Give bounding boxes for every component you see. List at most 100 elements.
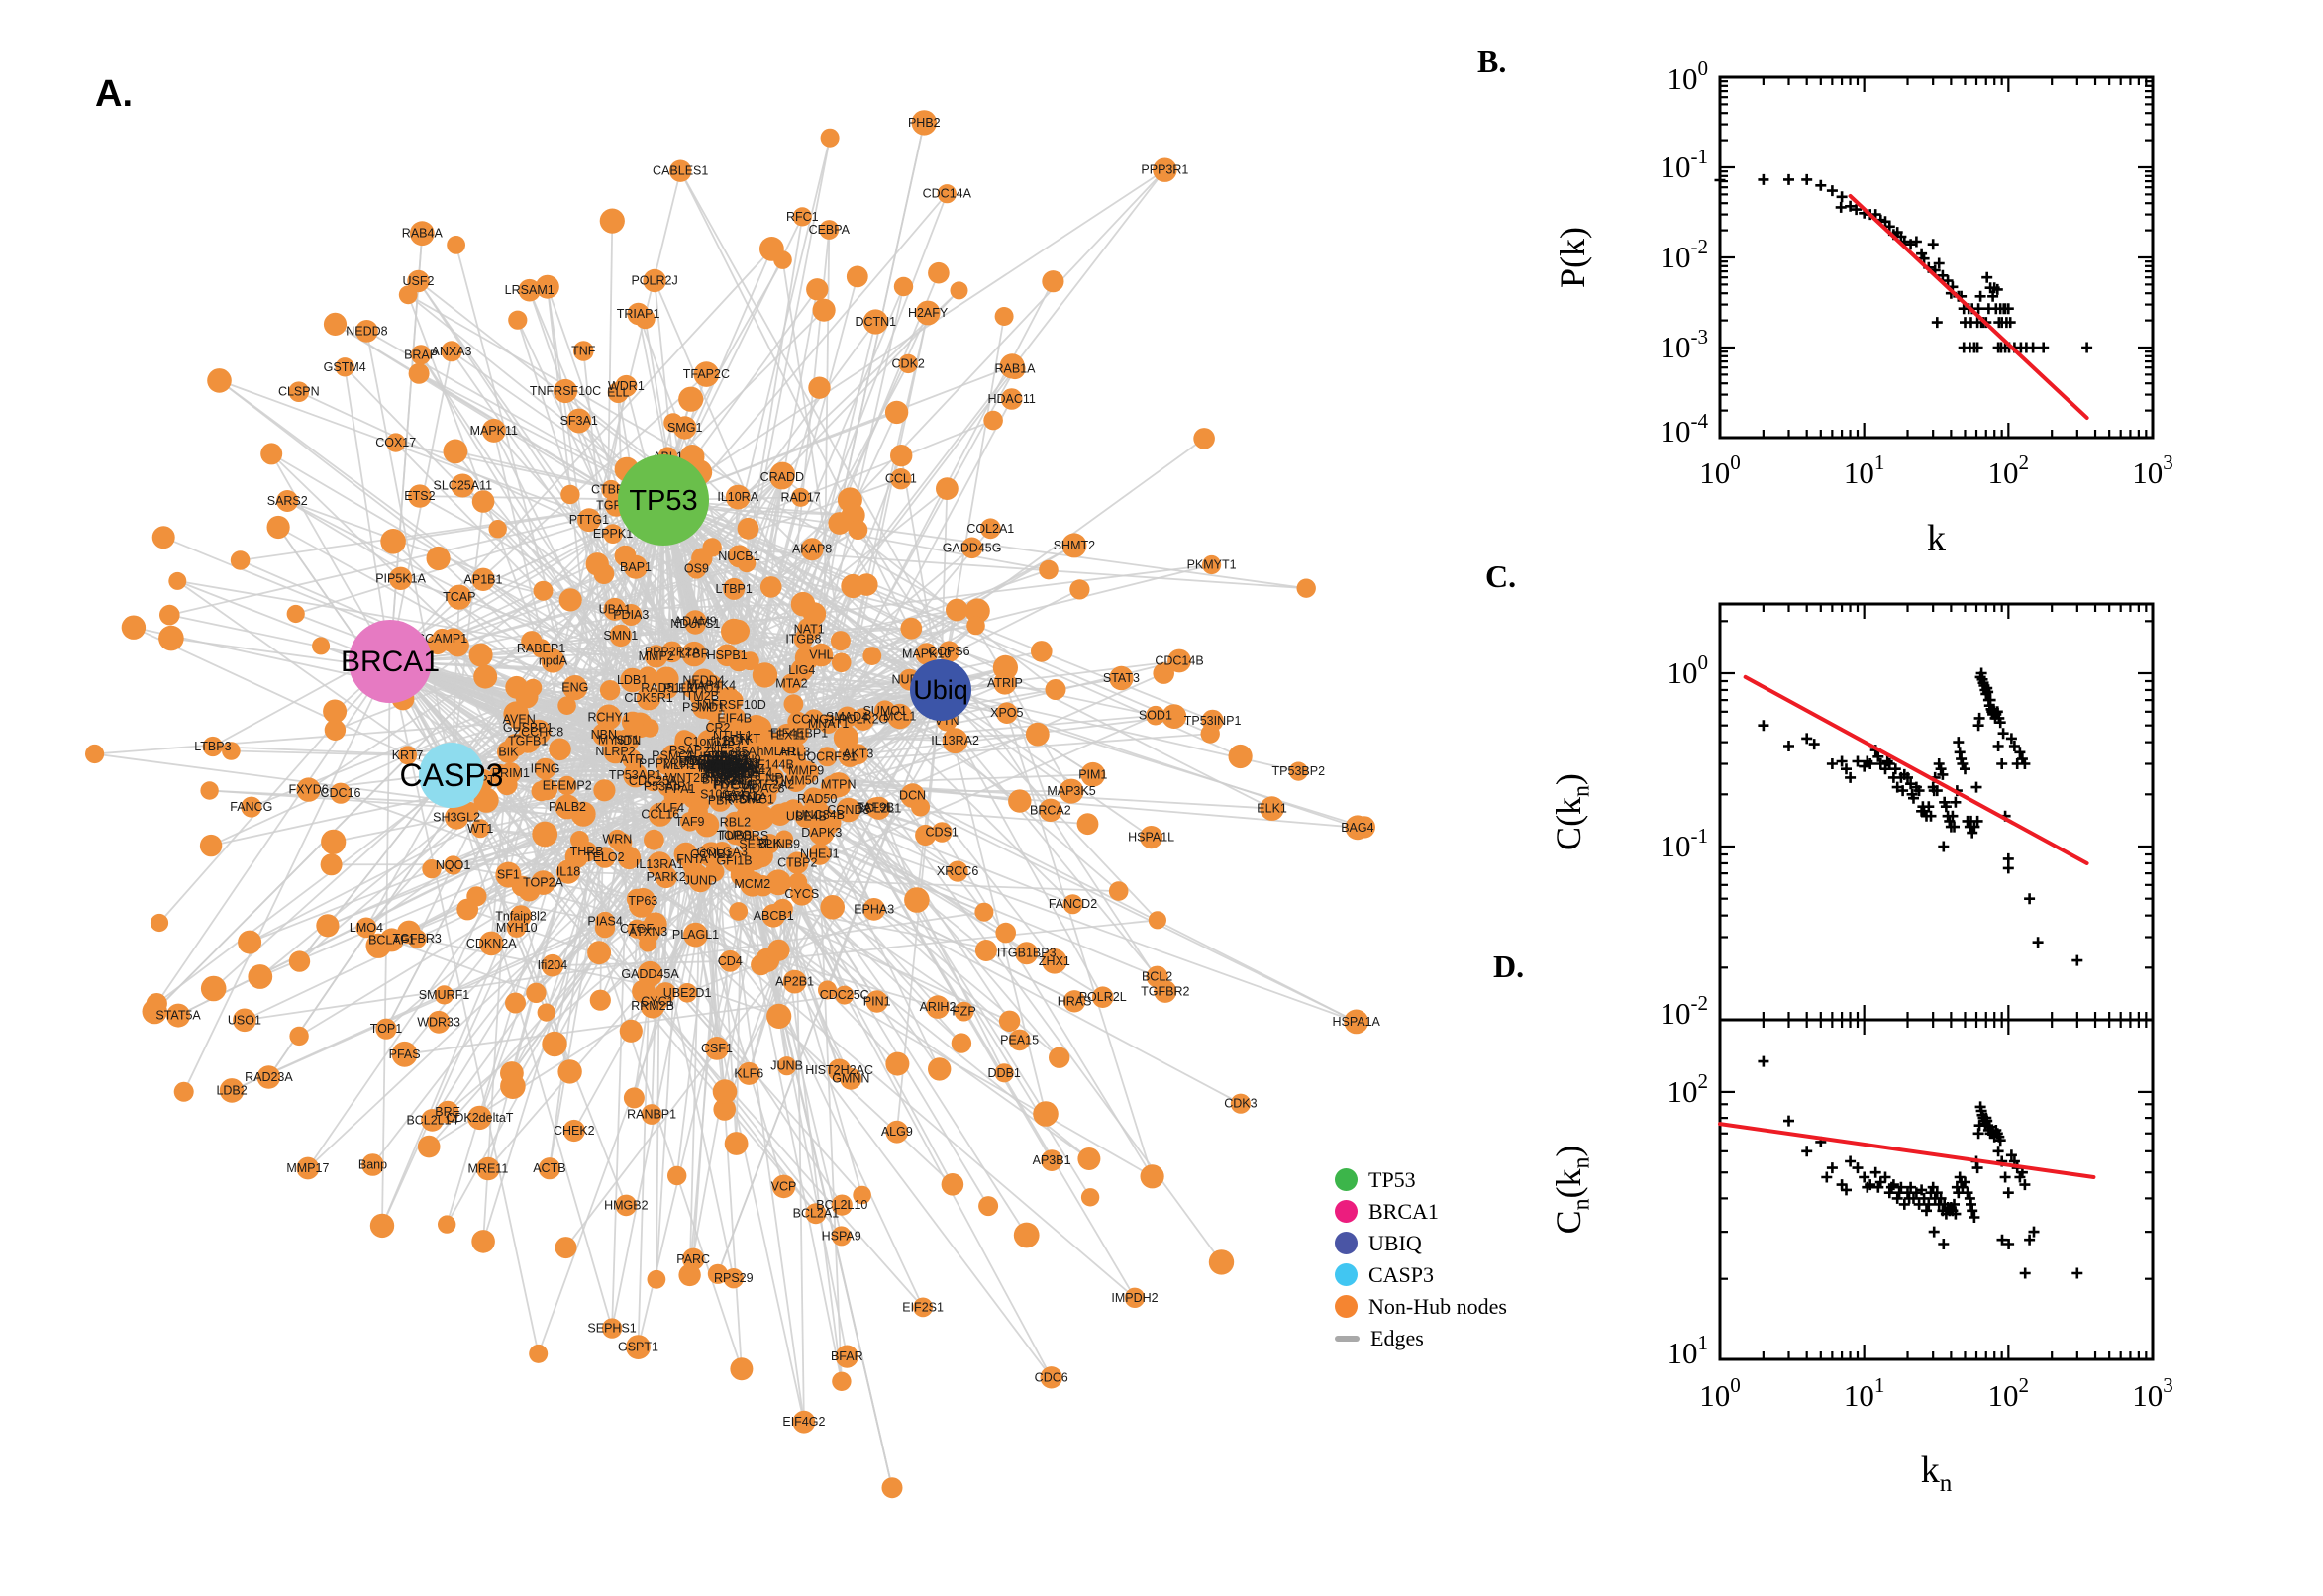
svg-text:TP53: TP53 <box>629 485 697 517</box>
svg-text:CCNE1: CCNE1 <box>707 753 749 767</box>
svg-text:GMNN: GMNN <box>832 1072 869 1086</box>
svg-text:CCNG1: CCNG1 <box>792 713 836 727</box>
svg-text:UQCRFS1: UQCRFS1 <box>797 749 857 763</box>
svg-text:SLC25A11: SLC25A11 <box>434 479 493 493</box>
svg-text:AKAP8: AKAP8 <box>792 543 832 556</box>
svg-text:PPA1: PPA1 <box>664 782 695 796</box>
svg-text:TP53BP1: TP53BP1 <box>676 754 730 768</box>
svg-text:101: 101 <box>1844 1373 1885 1413</box>
svg-text:IMPDH2: IMPDH2 <box>1111 1291 1158 1305</box>
svg-text:C1orf123: C1orf123 <box>683 735 734 748</box>
panel-d-label: D. <box>1493 948 1525 984</box>
svg-text:CDK2: CDK2 <box>892 356 925 370</box>
svg-text:HDAC11: HDAC11 <box>987 392 1035 406</box>
svg-text:PBK: PBK <box>708 794 734 808</box>
svg-text:101: 101 <box>1844 450 1885 490</box>
svg-text:Ubiq: Ubiq <box>913 675 968 705</box>
legend-item-nonhub: Non-Hub nodes <box>1335 1295 1507 1318</box>
svg-text:LIG4: LIG4 <box>788 663 815 677</box>
svg-text:ARL3: ARL3 <box>779 746 810 759</box>
svg-text:CEBPA: CEBPA <box>809 223 851 237</box>
svg-text:STAT5A: STAT5A <box>155 1009 201 1023</box>
svg-text:CDC14B: CDC14B <box>1155 654 1203 668</box>
svg-text:POLR2H: POLR2H <box>678 754 728 768</box>
svg-text:BAG4: BAG4 <box>1341 821 1373 835</box>
svg-text:ATM: ATM <box>701 758 726 772</box>
svg-text:ELL: ELL <box>607 385 629 399</box>
svg-text:CDK2deltaT: CDK2deltaT <box>446 1111 513 1125</box>
svg-text:CDC25C: CDC25C <box>820 988 869 1002</box>
svg-text:COL2A1: COL2A1 <box>966 522 1014 536</box>
svg-text:HRAS: HRAS <box>1058 994 1092 1008</box>
svg-text:TOPORS: TOPORS <box>717 829 769 843</box>
edge-line-icon <box>1335 1335 1360 1342</box>
svg-text:IL4: IL4 <box>720 755 737 769</box>
svg-text:JUND: JUND <box>684 874 717 888</box>
svg-text:CDC6: CDC6 <box>1035 1370 1068 1384</box>
svg-text:TELO2: TELO2 <box>585 850 625 864</box>
panel-a-label: A. <box>95 73 133 115</box>
hub-brca1 <box>349 620 432 703</box>
svg-text:POLR2G: POLR2G <box>839 713 889 727</box>
svg-text:MNAT1: MNAT1 <box>808 717 849 731</box>
svg-text:DMC1: DMC1 <box>739 793 773 807</box>
svg-text:10-3: 10-3 <box>1660 325 1708 364</box>
svg-text:RNF2: RNF2 <box>705 770 738 784</box>
svg-text:FANCA: FANCA <box>707 760 749 774</box>
svg-text:PPP3R1: PPP3R1 <box>1141 163 1188 177</box>
svg-text:Tnfaip8l2: Tnfaip8l2 <box>495 909 546 923</box>
svg-text:BLK: BLK <box>758 837 782 850</box>
legend-item-brca1: BRCA1 <box>1335 1200 1507 1223</box>
svg-text:AP2B1: AP2B1 <box>775 975 814 989</box>
svg-text:SMG1: SMG1 <box>667 421 702 435</box>
svg-text:SHMT2: SHMT2 <box>1054 539 1095 552</box>
casp3-dot-icon <box>1335 1263 1358 1286</box>
svg-text:10-1: 10-1 <box>1660 824 1708 863</box>
svg-text:IL10RA: IL10RA <box>717 490 758 504</box>
svg-text:NBN: NBN <box>591 728 617 742</box>
svg-text:EIF4EBP1: EIF4EBP1 <box>770 727 828 741</box>
svg-text:ATR: ATR <box>620 752 644 766</box>
svg-text:HNRPK: HNRPK <box>691 758 735 772</box>
svg-text:DDB1: DDB1 <box>988 1066 1021 1080</box>
svg-text:ERH: ERH <box>714 758 740 772</box>
svg-text:CSF1: CSF1 <box>701 1042 733 1055</box>
svg-text:ARIH2: ARIH2 <box>920 1000 957 1014</box>
svg-text:GFI1B: GFI1B <box>716 853 752 867</box>
svg-text:NEDD4: NEDD4 <box>682 674 724 688</box>
panel-b-label: B. <box>1477 44 1507 79</box>
svg-text:POLR2L: POLR2L <box>1079 990 1127 1004</box>
svg-text:AVEN: AVEN <box>503 712 536 726</box>
svg-text:TAF9: TAF9 <box>675 815 705 829</box>
svg-text:WNT2B: WNT2B <box>665 771 709 785</box>
svg-text:PHB2: PHB2 <box>908 116 941 130</box>
svg-text:ZCCHC8: ZCCHC8 <box>514 725 564 739</box>
panel-c-label: C. <box>1485 558 1517 594</box>
svg-text:GUSBP1: GUSBP1 <box>503 721 554 735</box>
svg-text:HYOU1: HYOU1 <box>714 779 757 793</box>
svg-text:RFC1: RFC1 <box>786 210 819 224</box>
svg-text:UBE2D1: UBE2D1 <box>663 986 712 1000</box>
svg-text:CCL16: CCL16 <box>641 808 679 822</box>
svg-text:CLSPN: CLSPN <box>278 385 320 399</box>
svg-text:VASN: VASN <box>712 770 745 784</box>
svg-text:FAM175A: FAM175A <box>700 761 756 775</box>
svg-text:SF1: SF1 <box>497 868 520 882</box>
legend-label: TP53 <box>1368 1166 1416 1192</box>
svg-text:hMLH1: hMLH1 <box>757 745 796 758</box>
svg-text:CDC25A: CDC25A <box>629 774 678 788</box>
svg-text:SOD1: SOD1 <box>1139 709 1172 723</box>
svg-text:102: 102 <box>1988 1373 2030 1413</box>
svg-text:npdA: npdA <box>539 654 568 668</box>
svg-text:ZNF346: ZNF346 <box>709 758 754 772</box>
hub-tp53 <box>618 454 709 546</box>
svg-text:DBF4: DBF4 <box>741 766 772 780</box>
svg-text:ANXA3: ANXA3 <box>432 345 472 358</box>
svg-text:RNF144B: RNF144B <box>740 758 794 772</box>
svg-text:DEDD: DEDD <box>689 753 724 767</box>
svg-text:TP53INP1: TP53INP1 <box>1184 714 1242 728</box>
svg-text:NUCB1: NUCB1 <box>718 549 759 563</box>
svg-text:TCAP: TCAP <box>443 590 475 604</box>
legend-item-tp53: TP53 <box>1335 1168 1507 1191</box>
svg-text:kn: kn <box>1921 1449 1953 1497</box>
